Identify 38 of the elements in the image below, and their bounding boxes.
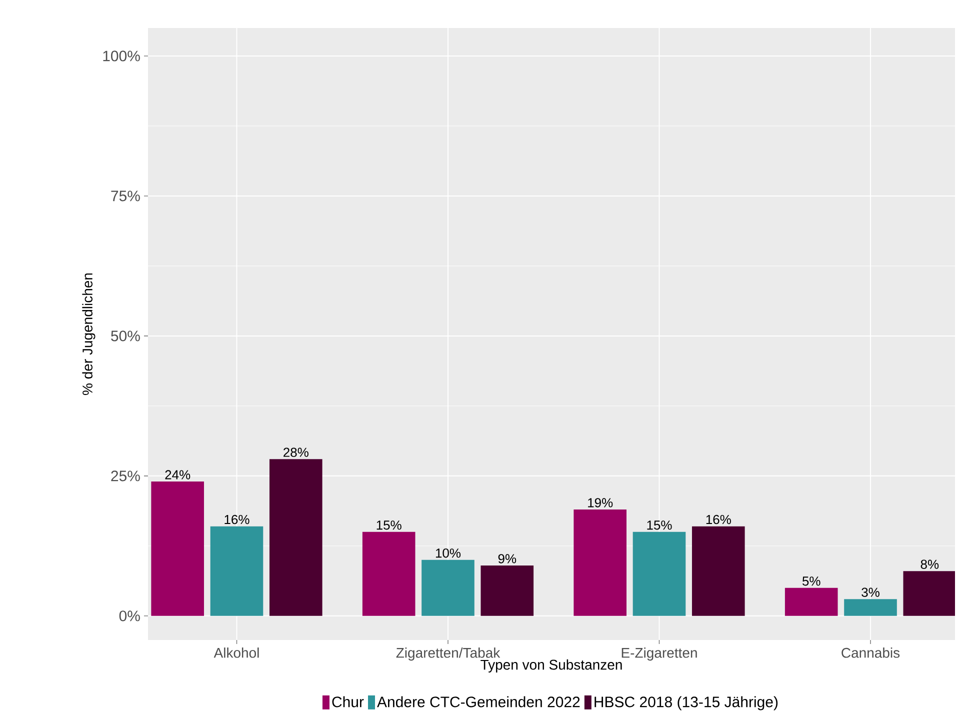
x-tick-label: Zigaretten/Tabak bbox=[396, 648, 500, 661]
data-label: 8% bbox=[920, 560, 939, 569]
bar bbox=[422, 560, 474, 616]
data-label: 15% bbox=[376, 520, 402, 530]
legend-label: HBSC 2018 (13-15 Jährige) bbox=[594, 696, 778, 710]
data-label: 15% bbox=[647, 520, 672, 530]
y-tick-label: 100% bbox=[103, 50, 140, 62]
bar bbox=[903, 571, 955, 616]
bar bbox=[632, 532, 686, 616]
y-tick-label: 25% bbox=[111, 470, 140, 482]
data-label: 24% bbox=[165, 470, 190, 480]
x-tick-label: Alkohol bbox=[214, 648, 259, 658]
data-label: 28% bbox=[284, 448, 308, 457]
y-tick-label: 75% bbox=[111, 190, 140, 202]
legend-label: Chur bbox=[332, 696, 364, 708]
bar bbox=[574, 510, 626, 616]
bar bbox=[269, 459, 322, 616]
data-label: 9% bbox=[498, 554, 516, 564]
data-label: 19% bbox=[588, 498, 613, 508]
data-label: 3% bbox=[862, 588, 880, 597]
bar bbox=[692, 526, 745, 616]
data-label: 10% bbox=[436, 548, 461, 558]
bar bbox=[210, 526, 264, 616]
bar bbox=[362, 532, 416, 616]
bar bbox=[844, 599, 897, 616]
bar bbox=[784, 588, 838, 616]
bar bbox=[480, 566, 534, 616]
y-axis-title: % der Jugendlichen bbox=[82, 273, 96, 395]
data-label: 16% bbox=[706, 514, 731, 524]
x-tick-label: E-Zigaretten bbox=[622, 648, 697, 661]
x-tick-label: Cannabis bbox=[842, 648, 900, 658]
x-axis-title: Typen von Substanzen bbox=[480, 659, 622, 672]
data-label: 5% bbox=[802, 576, 820, 586]
bar bbox=[151, 482, 204, 616]
y-tick-label: 0% bbox=[119, 610, 140, 622]
legend-label: Andere CTC-Gemeinden 2022 bbox=[377, 696, 580, 708]
y-tick-label: 50% bbox=[111, 330, 140, 342]
data-label: 16% bbox=[224, 514, 250, 524]
